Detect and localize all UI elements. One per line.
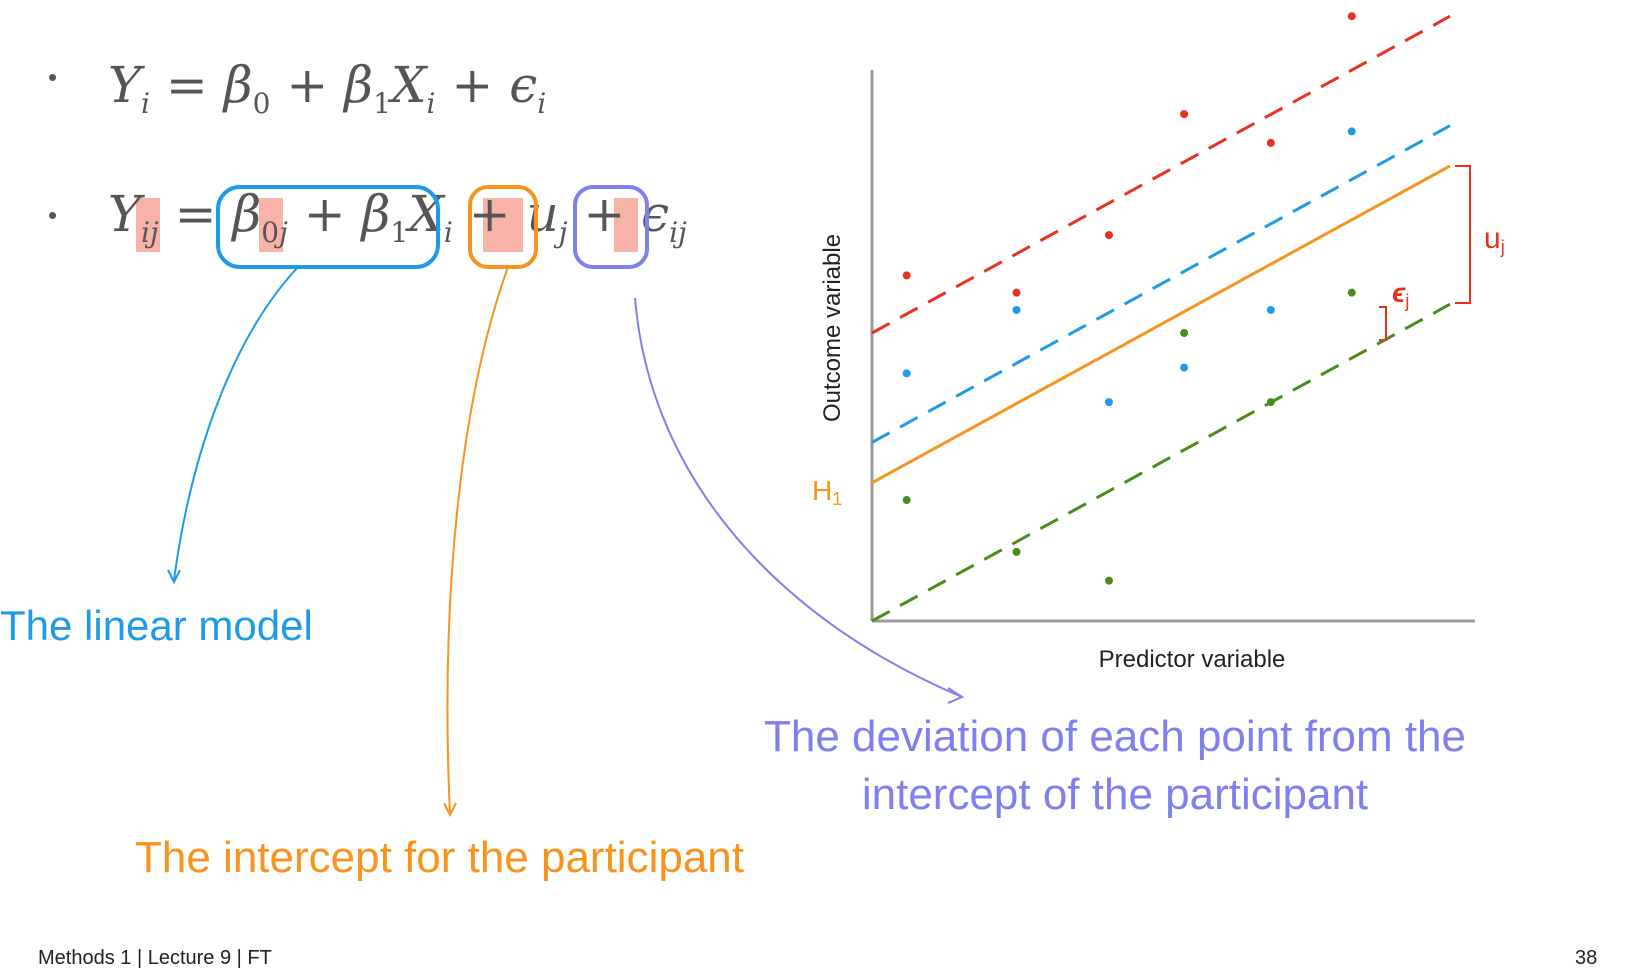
x-axis-label: Predictor variable xyxy=(1099,646,1286,673)
eq1-epsilon: ϵ xyxy=(509,56,538,114)
eq2-sub-ij: ij xyxy=(141,216,159,249)
blue-data-point-5 xyxy=(1266,305,1275,314)
label-deviation: The deviation of each point from the int… xyxy=(730,708,1500,824)
y-axis-label: Outcome variable xyxy=(819,234,846,422)
eq2-sub-0: 0 xyxy=(261,216,280,249)
bullet-2: • xyxy=(48,200,58,230)
green-data-point-2 xyxy=(1012,547,1021,556)
green-data-point-4 xyxy=(1180,329,1189,337)
highlight-eps-ij xyxy=(614,198,638,252)
eq2-beta0: β xyxy=(232,185,262,243)
arrow-intercept xyxy=(446,266,509,816)
red-data-point-2 xyxy=(1012,288,1021,297)
highlight-uj xyxy=(483,198,523,252)
eq1-beta0: β xyxy=(223,56,253,114)
eq2-plus-3: + xyxy=(583,185,626,243)
red-data-point-5 xyxy=(1266,138,1275,147)
arrow-linear-model xyxy=(173,266,299,581)
blue-data-point-1 xyxy=(902,369,911,378)
green-data-point-5 xyxy=(1266,398,1275,407)
data-points xyxy=(902,12,1356,585)
red-regression-line xyxy=(871,14,1451,335)
uj-label-sub: j xyxy=(1500,237,1505,257)
eq2-beta1: β xyxy=(361,185,391,243)
eq2-sub-j: j xyxy=(279,216,288,249)
ej-label-main: ϵ xyxy=(1392,277,1406,308)
regression-lines xyxy=(871,14,1451,623)
blue-data-point-6 xyxy=(1347,127,1356,136)
eq2-sub-i: i xyxy=(443,216,453,249)
label-deviation-line2: intercept of the participant xyxy=(861,770,1369,819)
eq2-plus-1: + xyxy=(303,185,346,243)
green-data-point-1 xyxy=(902,496,911,505)
blue-regression-line xyxy=(871,124,1451,444)
blue-data-point-4 xyxy=(1180,363,1189,372)
green-data-point-6 xyxy=(1347,288,1356,297)
intercept-box xyxy=(468,185,538,269)
eq1-beta1: β xyxy=(344,56,374,114)
eq1-equals: = xyxy=(165,56,208,114)
eq1-Y: Y xyxy=(108,56,142,114)
eq2-equals: = xyxy=(174,185,217,243)
footer-left: Methods 1 | Lecture 9 | FT xyxy=(38,947,272,969)
blue-data-point-3 xyxy=(1104,398,1113,407)
eq2-sub-ij-2: ij xyxy=(669,216,687,249)
bullet-1: • xyxy=(48,62,58,92)
highlight-0j xyxy=(259,198,283,252)
arrowhead-deviation xyxy=(947,687,965,704)
arrowhead-intercept xyxy=(443,802,457,818)
uj-label-main: u xyxy=(1484,222,1501,255)
arrow-deviation xyxy=(634,297,963,698)
eq2-Y: Y xyxy=(108,185,142,243)
deviation-box xyxy=(573,185,649,269)
highlight-ij xyxy=(136,198,160,252)
uj-label: uj xyxy=(1484,222,1505,257)
equation-1: Yi = β0 + β1Xi + ϵi xyxy=(108,56,546,120)
eq1-X: X xyxy=(390,56,427,114)
red-data-point-1 xyxy=(902,271,911,280)
red-data-point-6 xyxy=(1347,12,1356,21)
eq1-plus-2: + xyxy=(451,56,494,114)
ej-label-sub: j xyxy=(1404,291,1409,311)
eq1-sub-i: i xyxy=(141,87,150,120)
ej-bracket xyxy=(1379,306,1387,341)
red-data-point-4 xyxy=(1180,110,1189,119)
uj-bracket xyxy=(1455,165,1471,304)
label-linear-model: The linear model xyxy=(0,602,313,649)
label-deviation-line1: The deviation of each point from the xyxy=(764,712,1466,761)
page-number: 38 xyxy=(1575,947,1598,969)
ej-label: ϵj xyxy=(1392,277,1409,311)
eq1-sub-i-3: i xyxy=(537,87,547,120)
green-data-point-3 xyxy=(1104,576,1113,585)
h1-label-main: H xyxy=(812,475,832,506)
orange-regression-line xyxy=(871,164,1451,485)
eq1-plus-1: + xyxy=(286,56,329,114)
h1-label: H1 xyxy=(812,475,842,509)
label-intercept: The intercept for the participant xyxy=(135,833,744,882)
h1-label-sub: 1 xyxy=(832,489,842,509)
green-regression-line xyxy=(871,302,1451,623)
arrowhead-linear-model xyxy=(167,569,181,585)
eq1-sub-i-2: i xyxy=(426,87,436,120)
eq2-sub-1: 1 xyxy=(390,216,409,249)
linear-model-box xyxy=(216,185,440,269)
eq1-sub-1: 1 xyxy=(373,87,391,120)
eq1-sub-0: 0 xyxy=(252,87,271,120)
eq2-sub-j-2: j xyxy=(558,216,568,249)
red-data-point-3 xyxy=(1104,231,1113,240)
blue-data-point-2 xyxy=(1012,305,1021,314)
eq2-sub-0j: 0j xyxy=(261,216,288,249)
